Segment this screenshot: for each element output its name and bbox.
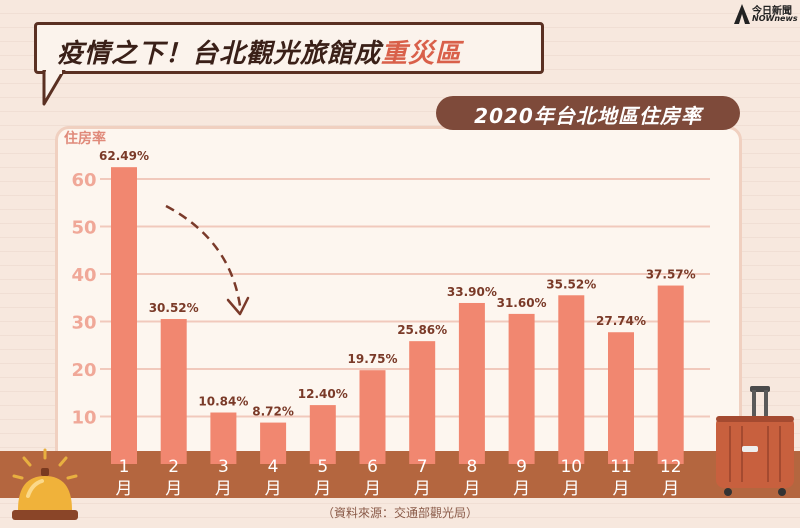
x-tick-label-number: 7 <box>417 457 428 477</box>
bar-1月 <box>111 167 137 465</box>
value-label: 12.40% <box>298 387 348 401</box>
x-tick-label-unit: 月 <box>513 479 530 499</box>
x-tick-label-unit: 月 <box>662 479 679 499</box>
y-tick-label: 20 <box>71 360 96 381</box>
x-tick-label-unit: 月 <box>215 479 232 499</box>
x-tick-label-unit: 月 <box>364 479 381 499</box>
title-highlight: 重災區 <box>381 39 463 69</box>
bar-8月 <box>458 302 485 464</box>
x-tick-label-number: 11 <box>610 457 632 477</box>
x-tick-label-unit: 月 <box>463 479 480 499</box>
x-tick-label-number: 4 <box>268 457 279 477</box>
logo-mark-icon <box>734 4 750 24</box>
suitcase-icon <box>716 386 794 496</box>
x-tick-label-number: 3 <box>218 457 229 477</box>
value-label: 27.74% <box>596 314 646 328</box>
logo-text-english: NOWnews <box>752 14 798 23</box>
value-label: 35.52% <box>546 277 596 291</box>
title-main: 疫情之下！台北觀光旅館成 <box>57 39 382 69</box>
title-box: 疫情之下！台北觀光旅館成重災區 <box>34 22 544 74</box>
chart-title: 2020年台北地區住房率 <box>474 104 702 128</box>
value-label: 62.49% <box>99 149 149 163</box>
value-label: 25.86% <box>397 323 447 337</box>
logo-text-chinese: 今日新聞 <box>752 6 792 17</box>
y-axis-label: 住房率 <box>64 131 106 147</box>
page-title: 疫情之下！台北觀光旅館成重災區 <box>57 33 462 70</box>
x-tick-label-number: 5 <box>317 457 328 477</box>
trend-arrow-head <box>226 296 250 316</box>
bar-7月 <box>409 341 436 464</box>
speech-bubble-tail <box>42 70 66 106</box>
bar-5月 <box>309 405 336 464</box>
value-label: 8.72% <box>252 405 294 419</box>
x-tick-label-unit: 月 <box>165 479 182 499</box>
service-bell-icon <box>12 448 78 520</box>
x-tick-label-unit: 月 <box>265 479 282 499</box>
x-tick-label-number: 9 <box>516 457 527 477</box>
bar-9月 <box>508 313 535 464</box>
x-tick-label-number: 12 <box>660 457 682 477</box>
x-tick-label-unit: 月 <box>613 479 630 499</box>
value-label: 31.60% <box>497 296 547 310</box>
x-tick-label-unit: 月 <box>314 479 331 499</box>
value-label: 33.90% <box>447 285 497 299</box>
value-label: 30.52% <box>149 301 199 315</box>
y-tick-label: 10 <box>71 408 96 429</box>
bar-10月 <box>558 295 585 464</box>
x-tick-label-unit: 月 <box>116 479 133 499</box>
x-tick-label-number: 8 <box>466 457 477 477</box>
value-label: 10.84% <box>198 395 248 409</box>
y-tick-label: 30 <box>71 313 96 334</box>
y-tick-label: 50 <box>71 218 96 239</box>
source-note: （資料來源：交通部觀光局） <box>321 506 478 520</box>
trend-arrow-line <box>165 204 242 307</box>
bar-4月 <box>260 422 287 464</box>
y-tick-label: 60 <box>71 170 96 191</box>
x-tick-label-unit: 月 <box>563 479 580 499</box>
x-tick-label-number: 1 <box>119 457 130 477</box>
bar-2月 <box>160 319 187 464</box>
bar-11月 <box>608 332 634 464</box>
x-tick-label-unit: 月 <box>414 479 431 499</box>
x-tick-label-number: 2 <box>168 457 179 477</box>
y-tick-label: 40 <box>71 265 96 286</box>
bar-6月 <box>359 370 386 464</box>
nownews-logo: 今日新聞 NOWnews <box>734 2 798 26</box>
value-label: 19.75% <box>348 352 398 366</box>
bar-12月 <box>657 285 684 464</box>
x-tick-label-number: 6 <box>367 457 378 477</box>
x-tick-label-number: 10 <box>560 457 582 477</box>
value-label: 37.57% <box>646 268 696 282</box>
bar-3月 <box>210 412 237 464</box>
chart-title-pill: 2020年台北地區住房率 <box>436 96 740 130</box>
